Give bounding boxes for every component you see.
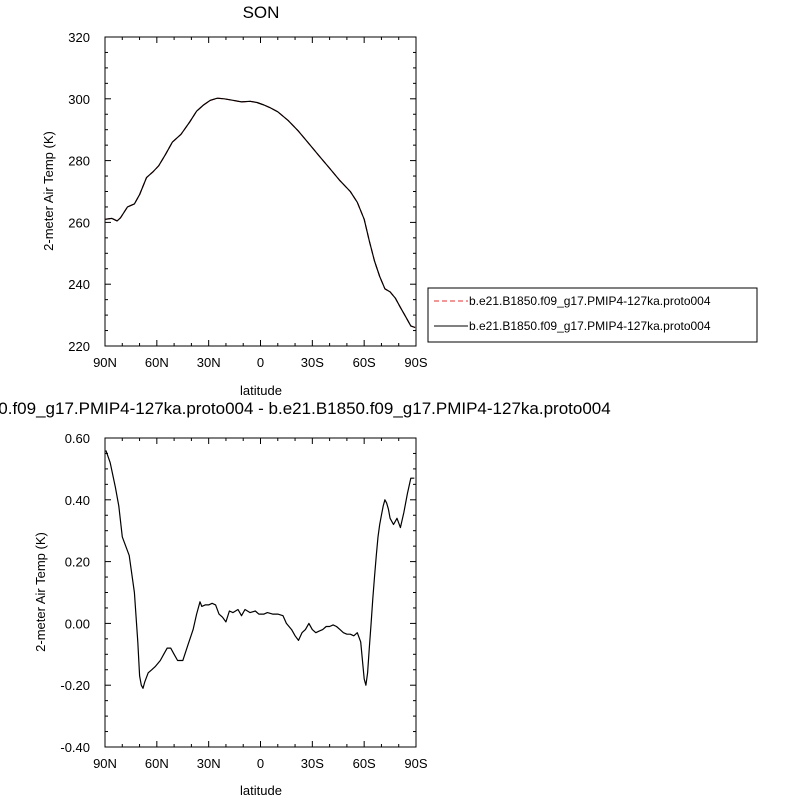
bottom-x-tick-label: 0 [257, 756, 264, 771]
bottom-y-tick-label: -0.20 [60, 678, 90, 693]
legend: b.e21.B1850.f09_g17.PMIP4-127ka.proto004… [427, 287, 758, 343]
top-y-tick-label: 220 [68, 339, 90, 354]
bottom-x-axis-label: latitude [240, 783, 282, 798]
top-y-tick-label: 260 [68, 215, 90, 230]
bottom-x-tick-label: 60N [145, 756, 169, 771]
top-y-tick-label: 280 [68, 154, 90, 169]
bottom-x-tick-label: 90S [404, 756, 427, 771]
top-x-tick-label: 30N [197, 355, 221, 370]
bottom-series-line-0 [105, 450, 415, 689]
bottom-y-axis-label: 2-meter Air Temp (K) [33, 532, 48, 652]
bottom-x-tick-label: 90N [93, 756, 117, 771]
top-x-tick-label: 90N [93, 355, 117, 370]
top-series-line-1 [104, 97, 416, 329]
top-x-tick-labels: 90N 60N 30N 0 30S 60S 90S [93, 355, 428, 370]
bottom-y-tick-labels: -0.40 -0.20 0.00 0.20 0.40 0.60 [60, 431, 90, 755]
top-x-tick-label: 60S [353, 355, 376, 370]
bottom-tick-marks [104, 437, 417, 748]
top-x-axis-label: latitude [240, 383, 282, 398]
bottom-y-tick-label: 0.60 [65, 431, 90, 446]
bottom-y-tick-label: -0.40 [60, 740, 90, 755]
bottom-y-tick-label: 0.00 [65, 616, 90, 631]
legend-box [427, 287, 758, 343]
bottom-x-tick-label: 30N [197, 756, 221, 771]
top-x-tick-label: 90S [404, 355, 427, 370]
bottom-chart-title: b.e21.B1850.f09_g17.PMIP4-127ka.proto004… [0, 399, 611, 418]
top-y-tick-labels: 220 240 260 280 300 320 [68, 30, 90, 354]
top-y-tick-label: 300 [68, 92, 90, 107]
bottom-series-lines [105, 450, 415, 689]
bottom-panel: b.e21.B1850.f09_g17.PMIP4-127ka.proto004… [0, 399, 611, 798]
bottom-x-tick-labels: 90N 60N 30N 0 30S 60S 90S [93, 756, 428, 771]
top-y-tick-label: 320 [68, 30, 90, 45]
bottom-y-tick-label: 0.40 [65, 493, 90, 508]
bottom-x-tick-label: 30S [301, 756, 324, 771]
top-series-line-0 [104, 97, 416, 329]
bottom-y-tick-label: 0.20 [65, 555, 90, 570]
top-series-lines [104, 97, 416, 329]
bottom-plot-frame [104, 437, 417, 748]
top-y-axis-label: 2-meter Air Temp (K) [41, 131, 56, 251]
top-y-tick-label: 240 [68, 277, 90, 292]
top-x-tick-label: 0 [257, 355, 264, 370]
legend-label-1: b.e21.B1850.f09_g17.PMIP4-127ka.proto004 [469, 319, 711, 333]
top-panel: SON 90N 60N 30N 0 30S 60S 90S 220 240 260 280 300 3… [41, 3, 428, 398]
top-x-tick-label: 60N [145, 355, 169, 370]
top-plot-frame [104, 36, 417, 347]
bottom-x-tick-label: 60S [353, 756, 376, 771]
top-x-tick-label: 30S [301, 355, 324, 370]
top-tick-marks [104, 36, 417, 347]
top-chart-title: SON [243, 3, 280, 22]
legend-label-0: b.e21.B1850.f09_g17.PMIP4-127ka.proto004 [469, 294, 711, 308]
